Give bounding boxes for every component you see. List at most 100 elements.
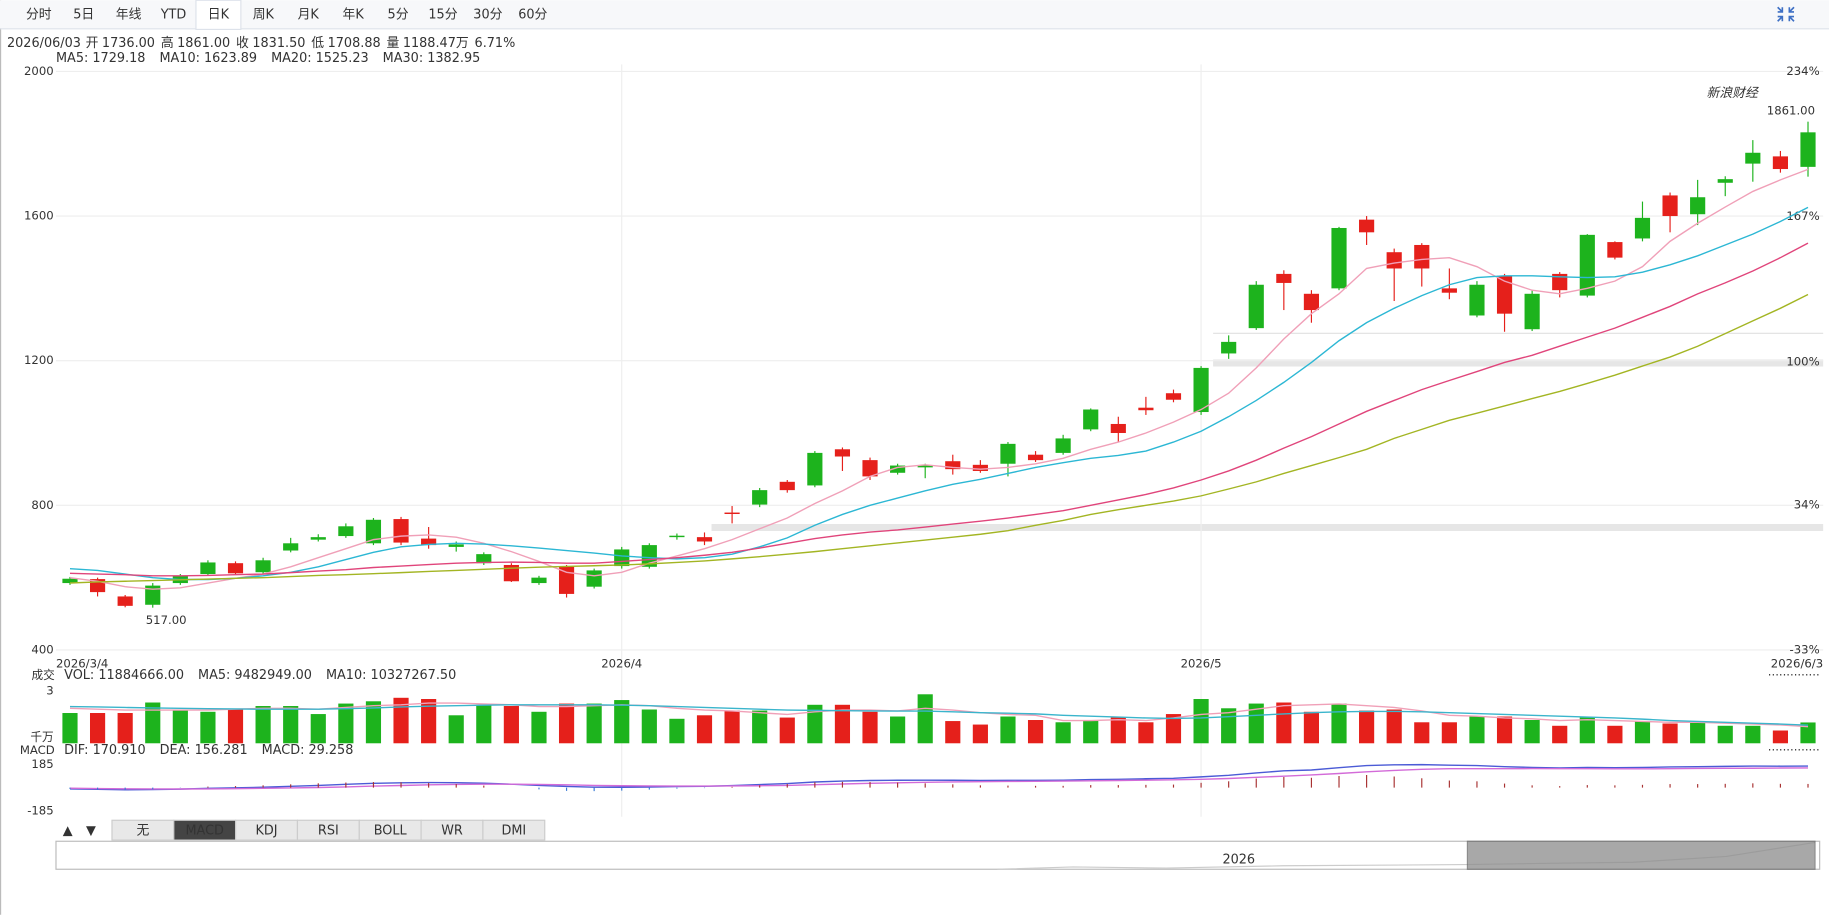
info-label: 低 [311, 36, 324, 51]
indicator-tab[interactable]: MACD [185, 823, 224, 838]
volume-bar [1579, 717, 1595, 744]
candle-body [1331, 227, 1347, 289]
volume-bar [696, 715, 713, 744]
x-tick-label: 2026/6/3 [1771, 656, 1823, 670]
candle-body [1800, 132, 1816, 167]
y2-tick-label: 234% [1786, 64, 1819, 78]
volume-bar [145, 702, 161, 744]
volume-bar [172, 709, 188, 744]
tab[interactable]: 年线 [116, 7, 142, 22]
tab[interactable]: 5日 [73, 7, 94, 22]
indicator-tab[interactable]: BOLL [374, 823, 408, 838]
tab[interactable]: 年K [343, 7, 365, 22]
indicator-tab[interactable]: WR [441, 823, 463, 838]
candle-body [145, 585, 161, 605]
tab[interactable]: 15分 [428, 7, 457, 22]
candle-body [1359, 219, 1375, 233]
tab[interactable]: 周K [253, 7, 275, 22]
tab[interactable]: 日K [208, 7, 230, 22]
info-value: 1861.00 [177, 36, 230, 51]
volume-bar [1055, 722, 1071, 744]
candle-body [586, 570, 602, 587]
volume-bar [117, 713, 133, 744]
volume-bar [1027, 720, 1044, 744]
volume-bar [1110, 717, 1126, 744]
info-label: 高 [161, 35, 174, 51]
panel-label: 成交 [31, 668, 55, 682]
volume-bar [503, 706, 519, 744]
candle-body [1193, 367, 1209, 413]
indicator-tab[interactable]: DMI [501, 823, 526, 838]
volume-bar [1193, 699, 1209, 744]
scroll-up[interactable]: ▲ [63, 823, 73, 838]
indicator-tab[interactable]: KDJ [255, 823, 277, 838]
candle-body [283, 543, 299, 551]
volume-bar [448, 715, 464, 744]
volume-bar [283, 706, 299, 744]
volume-bar [365, 701, 382, 744]
panel-label: MACD [20, 743, 55, 757]
legend-entry: MA10: 1623.89 [159, 51, 257, 66]
candle-body [779, 481, 795, 491]
scroll-down[interactable]: ▼ [86, 823, 96, 838]
volume-bar [1800, 722, 1816, 744]
indicator-tab[interactable]: RSI [318, 823, 339, 838]
price-band [1213, 359, 1824, 367]
volume-bar [752, 710, 768, 744]
legend-entry: DIF: 170.910 [64, 743, 145, 758]
volume-bar [807, 704, 823, 744]
candle-body [62, 578, 78, 584]
tab[interactable]: 60分 [518, 7, 547, 22]
unit-label: 千万 [30, 730, 53, 744]
candle-body [614, 549, 630, 567]
candle-body [972, 464, 988, 471]
volume-bar [1607, 725, 1623, 744]
high-label: 1861.00 [1767, 104, 1815, 118]
series-line [69, 168, 1809, 590]
candle-body [1386, 252, 1402, 269]
volume-bar [62, 713, 78, 744]
series-line [69, 704, 1809, 726]
candle-body [1496, 275, 1513, 314]
candle-body [1469, 284, 1485, 316]
tab[interactable]: 30分 [473, 7, 502, 22]
volume-bar [1303, 711, 1320, 744]
tab[interactable]: 5分 [388, 7, 409, 22]
series-line [69, 206, 1809, 581]
info-value: 1188.47万 [403, 36, 469, 51]
volume-bar [1469, 716, 1485, 744]
indicator-tab[interactable]: 无 [136, 823, 149, 838]
legend-entry: MA5: 1729.18 [56, 51, 145, 66]
volume-bar [724, 710, 740, 744]
volume-bar [1772, 730, 1788, 744]
series-line [69, 702, 1809, 728]
legend-entry: DEA: 156.281 [160, 743, 248, 758]
candle-body [917, 465, 933, 468]
legend-entry: MA20: 1525.23 [271, 51, 369, 66]
volume-bar [200, 711, 216, 744]
volume-bar [862, 711, 878, 744]
info-value: 1831.50 [252, 36, 305, 51]
info-value: 1708.88 [328, 36, 381, 51]
tab[interactable]: 月K [298, 7, 320, 22]
volume-bar [393, 697, 409, 744]
tab[interactable]: 分时 [26, 7, 52, 22]
tab[interactable]: YTD [160, 7, 187, 22]
candle-body [1248, 284, 1264, 329]
watermark: 新浪财经 [1707, 86, 1759, 101]
candle-body [1414, 244, 1430, 269]
candle-body [724, 512, 740, 515]
volume-bar [1496, 716, 1513, 744]
candle-body [1690, 197, 1706, 215]
candle-body [669, 535, 685, 538]
volume-bar [1000, 716, 1016, 744]
navigator-window[interactable] [1466, 840, 1816, 870]
volume-bar [1524, 720, 1540, 744]
volume-bar [421, 699, 437, 744]
fullscreen-icon[interactable] [1777, 6, 1795, 22]
navigator-label: 2026 [1222, 852, 1255, 867]
volume-bar [1717, 725, 1733, 744]
volume-bar [531, 711, 547, 744]
